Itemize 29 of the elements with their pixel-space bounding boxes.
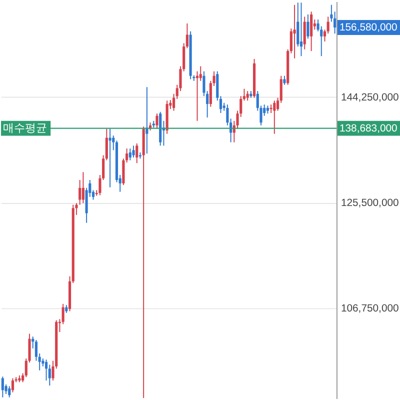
candlestick	[128, 148, 132, 161]
y-tick-label: 125,500,000	[340, 198, 400, 210]
candlestick	[293, 4, 296, 59]
candlestick	[62, 303, 64, 325]
text: 138,683,000	[339, 123, 398, 134]
candlestick	[246, 90, 249, 102]
ref-line-label: 매수평균	[2, 122, 47, 134]
candlestick	[300, 2, 303, 57]
candlestick	[8, 386, 11, 398]
candlestick	[199, 66, 202, 82]
y-tick-label: 144,250,000	[340, 92, 400, 104]
candlestick	[273, 100, 276, 134]
candlestick	[132, 145, 135, 158]
candlestick	[156, 113, 158, 130]
candlestick	[303, 16, 306, 50]
candlestick	[1, 376, 4, 398]
y-tick-label: 106,750,000	[340, 304, 400, 315]
candlestick	[283, 75, 286, 86]
candlestick	[310, 11, 313, 52]
candlestick	[82, 172, 84, 204]
candlestick	[296, 2, 300, 48]
candlestick	[142, 126, 145, 398]
text: 156,580,000	[339, 22, 398, 34]
candlestick	[136, 142, 138, 164]
candlestick	[326, 16, 330, 34]
candlestick	[11, 378, 14, 393]
candlestick	[108, 128, 112, 188]
candlestick	[306, 14, 310, 40]
candlestick	[78, 180, 82, 206]
